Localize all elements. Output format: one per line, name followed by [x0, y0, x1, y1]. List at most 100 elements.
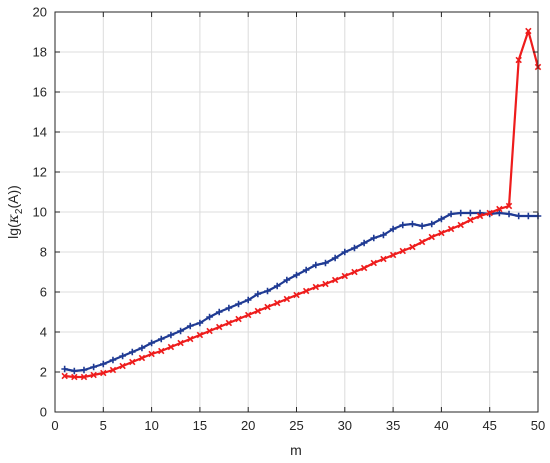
y-axis-label-kappa: κ: [6, 214, 22, 224]
series-1-point: [157, 335, 165, 343]
series-2-point: [264, 303, 271, 311]
series-2-point: [341, 272, 349, 280]
series-2-point: [370, 259, 377, 267]
y-axis-label-subscript: 2: [14, 208, 25, 214]
series-1-point: [264, 287, 271, 295]
series-1-point: [100, 360, 107, 368]
x-tick-label: 10: [144, 418, 158, 433]
series-1-point: [235, 300, 242, 308]
series-2-point: [177, 339, 184, 347]
series-2-point: [109, 366, 117, 374]
y-tick-label: 8: [40, 245, 47, 260]
series-1-point: [351, 244, 358, 252]
y-tick-label: 16: [33, 85, 47, 100]
series-2-point: [187, 335, 194, 343]
x-tick-label: 45: [482, 418, 496, 433]
series-2-point: [235, 315, 242, 323]
series-1-point: [447, 210, 455, 218]
series-2-point: [119, 362, 126, 370]
series-1-point: [71, 367, 78, 375]
x-tick-label: 35: [386, 418, 400, 433]
x-tick-label: 40: [434, 418, 448, 433]
series-2-point: [100, 369, 107, 377]
y-axis-label: lg(κ2(A)): [5, 185, 25, 239]
series-1-point: [196, 319, 204, 327]
series-1-point: [515, 212, 522, 220]
series-2-point: [148, 350, 155, 358]
series-1-point: [128, 348, 136, 356]
series-1-point: [254, 290, 262, 298]
series-1-point: [322, 259, 329, 267]
y-tick-label: 4: [40, 325, 47, 340]
series-1-point: [177, 327, 184, 335]
series-1-point: [505, 210, 513, 218]
series-2-point: [331, 276, 339, 284]
y-axis-label-suffix: (A)): [5, 185, 21, 208]
series-2-point: [322, 280, 329, 288]
series-2-point: [196, 331, 204, 339]
series-2-point: [216, 323, 223, 331]
series-2-point: [71, 373, 78, 381]
series-2-point: [138, 354, 146, 362]
series-2-point: [351, 268, 358, 276]
series-2-point: [467, 216, 474, 224]
x-tick-label: 50: [531, 418, 545, 433]
tick-labels: 0 5 10 15 20 25 30 35 40 45 50 0 2 4 6 8 10 12 14 16 18 20: [33, 5, 546, 434]
series-1: [61, 209, 542, 375]
series-1-point: [428, 220, 436, 228]
series-2-point: [225, 319, 233, 327]
series-2-point: [476, 212, 484, 220]
series-2-point: [293, 291, 300, 299]
y-tick-label: 0: [40, 405, 47, 420]
series-1-point: [215, 308, 223, 316]
series-2-point: [496, 205, 503, 213]
series-1-point: [80, 366, 88, 374]
y-tick-label: 6: [40, 285, 47, 300]
series-1-point: [312, 261, 320, 269]
series-1-point: [399, 221, 407, 229]
series-1-point: [331, 254, 339, 262]
series-2-point: [254, 307, 262, 315]
series-2-point: [129, 358, 136, 366]
y-tick-label: 20: [33, 5, 47, 20]
x-axis-label: m: [290, 442, 302, 458]
series-2-point: [167, 343, 175, 351]
ticks: [54, 11, 539, 413]
series-1-point: [418, 222, 426, 230]
series-2-point: [399, 247, 406, 255]
x-tick-label: 0: [51, 418, 58, 433]
series-1-point: [61, 365, 68, 373]
y-axis-label-prefix: lg(: [5, 223, 21, 239]
series-2-point: [90, 371, 97, 379]
series-2-point: [206, 327, 213, 335]
series-1-point: [167, 331, 175, 339]
x-tick-label: 25: [289, 418, 303, 433]
series-2-point: [283, 295, 291, 303]
series-2-point: [438, 229, 445, 237]
series-1-point: [138, 344, 146, 352]
series-1-point: [370, 234, 378, 242]
series-1-point: [389, 225, 397, 233]
y-tick-label: 12: [33, 165, 47, 180]
x-tick-label: 5: [100, 418, 107, 433]
series-1-point: [273, 282, 281, 290]
series-1-point: [341, 248, 349, 256]
series-1-point: [90, 363, 97, 371]
x-tick-label: 20: [241, 418, 255, 433]
series-1-point: [409, 220, 416, 228]
series-1-point: [302, 266, 310, 274]
series-1-point: [360, 239, 368, 247]
series-1-point: [380, 231, 387, 239]
series-1-point: [109, 356, 117, 364]
series-1-point: [225, 304, 233, 312]
series-2-point: [273, 299, 281, 307]
series-2-point: [158, 347, 165, 355]
series-2-point: [505, 202, 513, 210]
series-2-point: [244, 311, 252, 319]
y-tick-label: 10: [33, 205, 47, 220]
series-layer: [61, 27, 542, 381]
series-1-point: [496, 209, 503, 217]
series-1-point: [293, 271, 300, 279]
series-1-point: [206, 313, 213, 321]
